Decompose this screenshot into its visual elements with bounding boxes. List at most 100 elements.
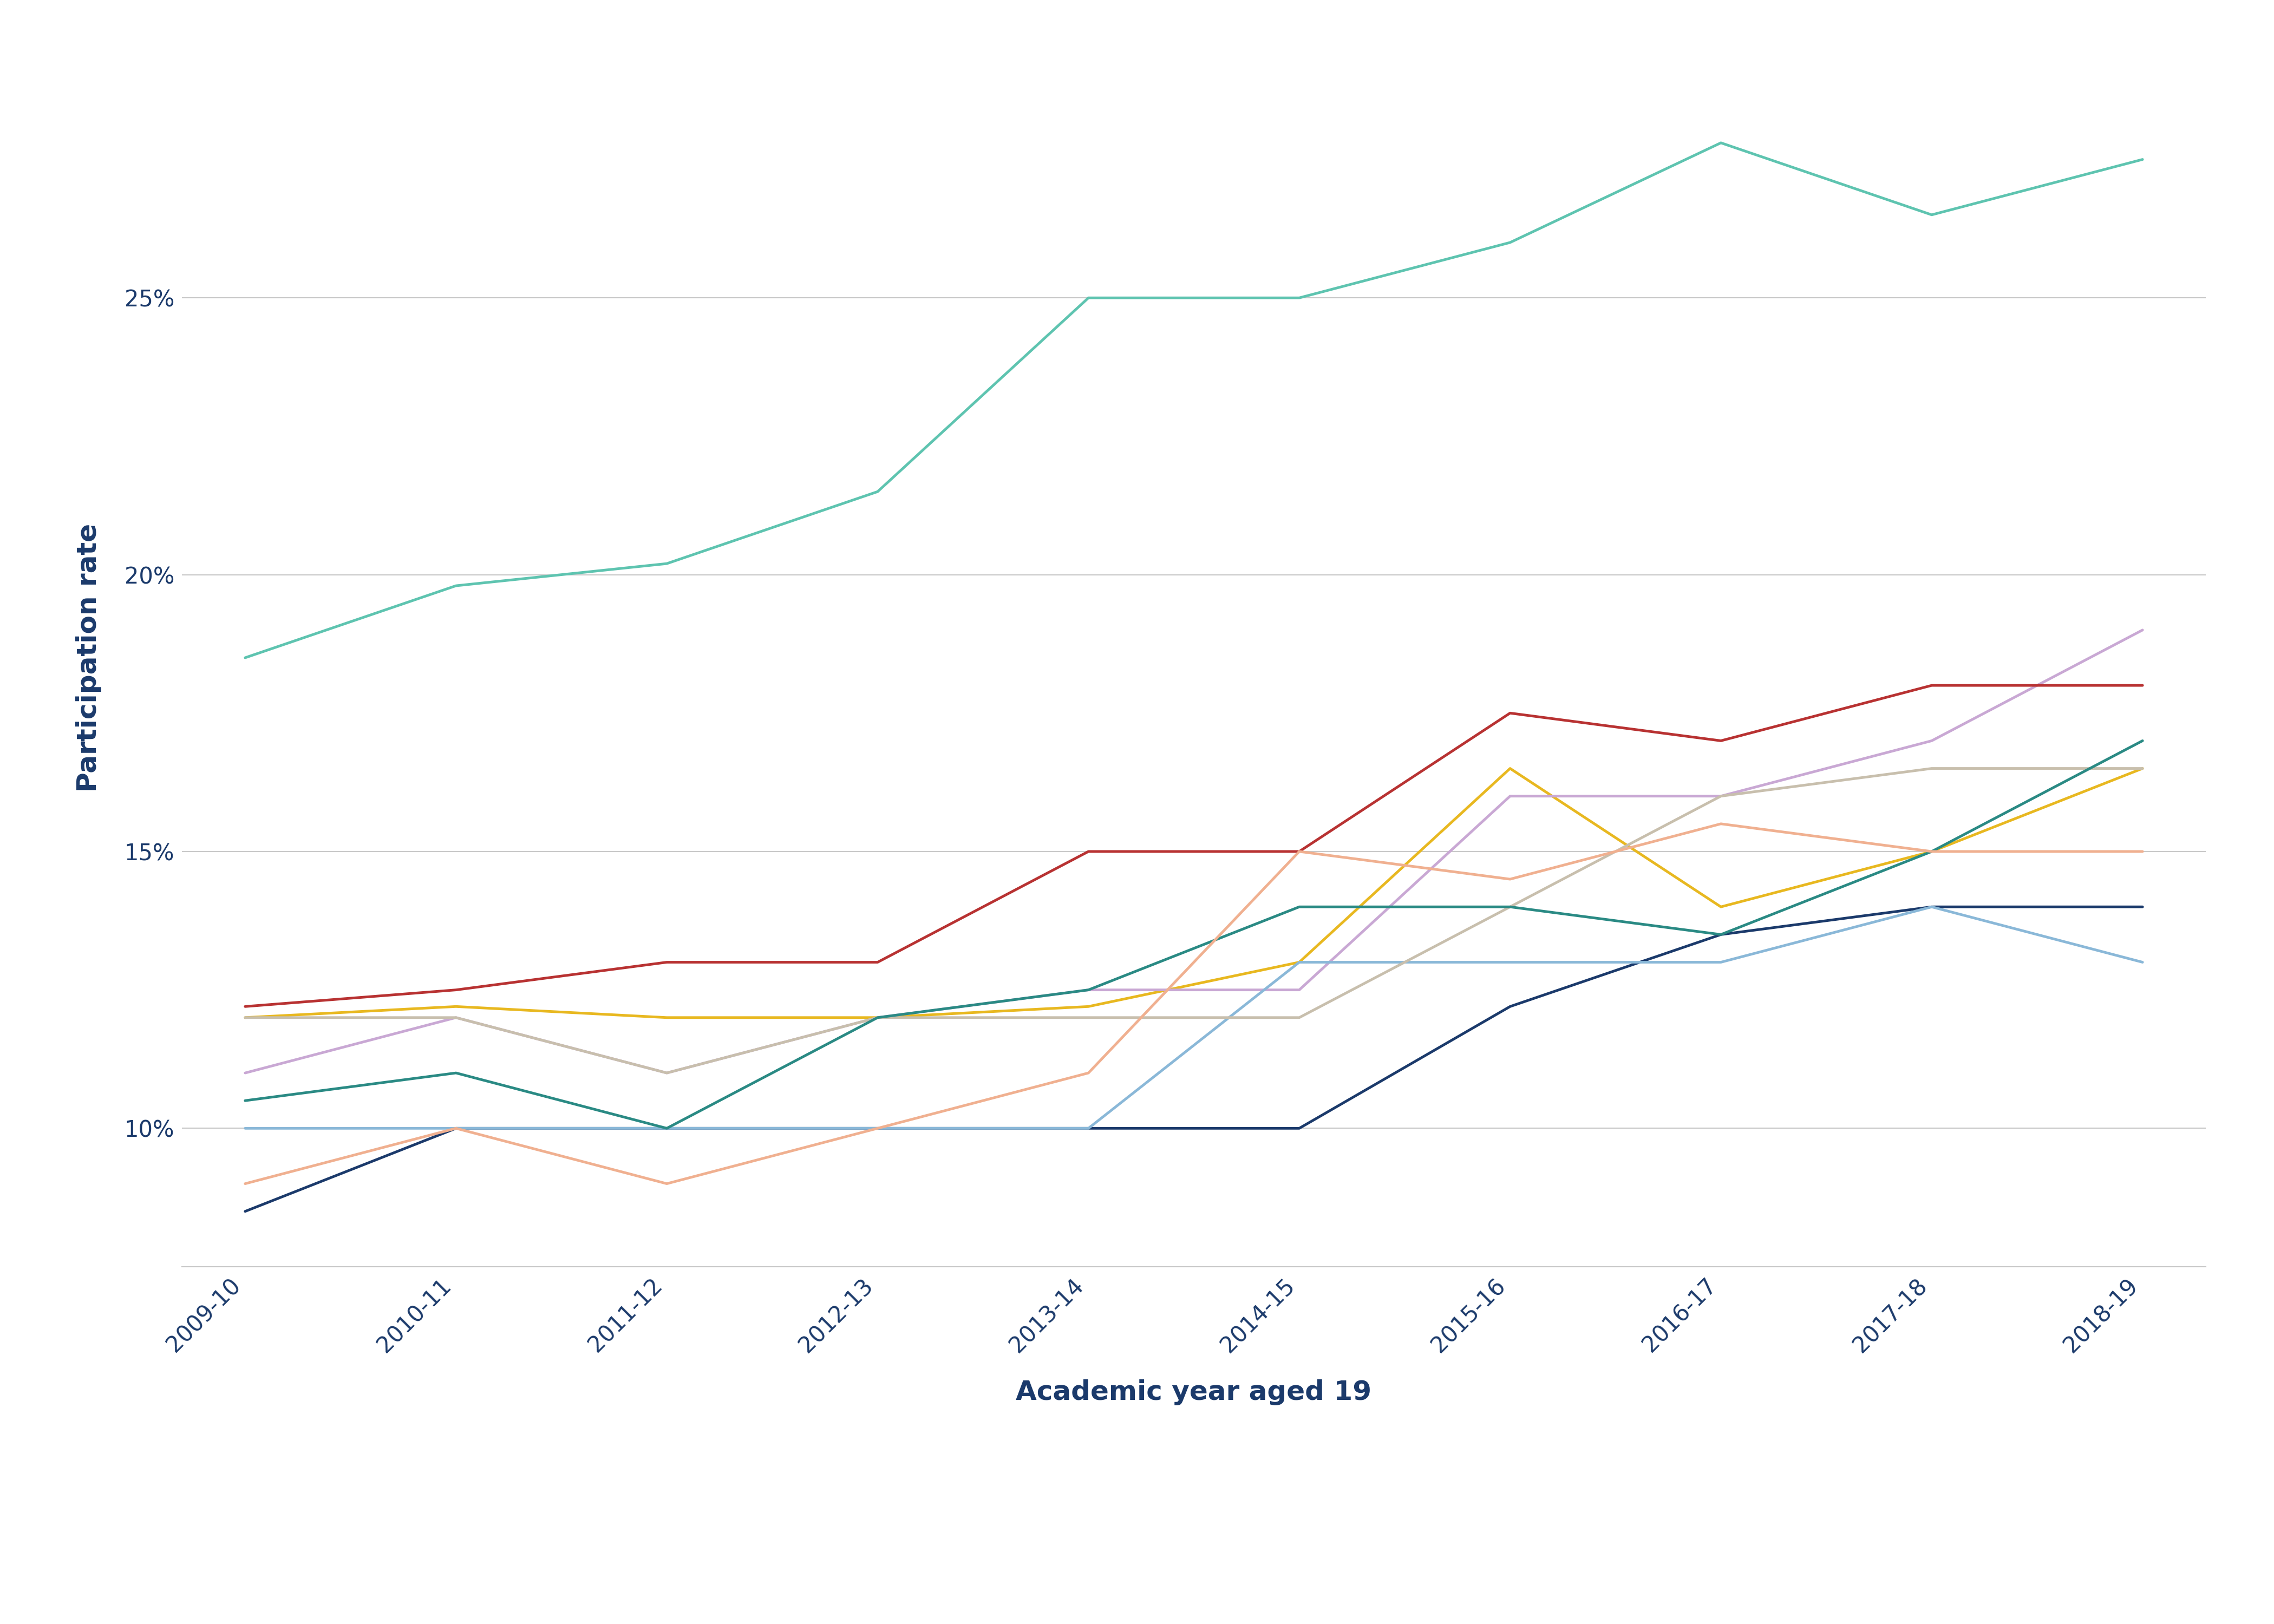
West Midlands — [232, 1091, 259, 1111]
East Midlands — [2128, 896, 2156, 916]
North East — [653, 1064, 680, 1083]
East Midlands — [1496, 997, 1524, 1017]
South East — [1285, 952, 1312, 971]
X-axis label: Academic year aged 19: Academic year aged 19 — [1016, 1379, 1371, 1405]
East of England — [1076, 997, 1103, 1017]
West Midlands — [1496, 896, 1524, 916]
London — [2128, 149, 2156, 169]
North East — [443, 1009, 471, 1028]
North West — [1496, 703, 1524, 723]
West Midlands — [1708, 924, 1735, 944]
South West — [1708, 786, 1735, 806]
Yorkshire and the Humber — [1917, 841, 1944, 861]
Y-axis label: Participation rate: Participation rate — [75, 523, 102, 793]
London — [443, 577, 471, 596]
East of England — [232, 1009, 259, 1028]
West Midlands — [864, 1009, 891, 1028]
Yorkshire and the Humber — [1708, 814, 1735, 833]
London — [864, 482, 891, 502]
London — [1076, 287, 1103, 307]
North West — [1917, 676, 1944, 695]
West Midlands — [653, 1119, 680, 1138]
North East — [232, 1064, 259, 1083]
South East — [443, 1119, 471, 1138]
South East — [1708, 952, 1735, 971]
East of England — [2128, 758, 2156, 778]
East of England — [1496, 758, 1524, 778]
East Midlands — [1285, 1119, 1312, 1138]
North East — [1285, 981, 1312, 1000]
West Midlands — [1285, 896, 1312, 916]
Line: South East: South East — [246, 906, 2142, 1129]
South West — [653, 1064, 680, 1083]
Line: North West: North West — [246, 685, 2142, 1007]
London — [653, 554, 680, 573]
South West — [1285, 1009, 1312, 1028]
South West — [864, 1009, 891, 1028]
London — [1708, 133, 1735, 153]
North West — [864, 952, 891, 971]
Yorkshire and the Humber — [2128, 841, 2156, 861]
Line: East of England: East of England — [246, 768, 2142, 1018]
South East — [1917, 896, 1944, 916]
Line: East Midlands: East Midlands — [246, 906, 2142, 1212]
South East — [1076, 1119, 1103, 1138]
East Midlands — [1708, 924, 1735, 944]
South East — [232, 1119, 259, 1138]
Yorkshire and the Humber — [443, 1119, 471, 1138]
East of England — [1708, 896, 1735, 916]
Line: Yorkshire and the Humber: Yorkshire and the Humber — [246, 823, 2142, 1184]
East Midlands — [443, 1119, 471, 1138]
North West — [232, 997, 259, 1017]
West Midlands — [2128, 731, 2156, 750]
South West — [443, 1009, 471, 1028]
London — [1917, 205, 1944, 224]
South West — [1076, 1009, 1103, 1028]
North East — [864, 1009, 891, 1028]
East of England — [1285, 952, 1312, 971]
Line: North East: North East — [246, 630, 2142, 1073]
East Midlands — [1917, 896, 1944, 916]
North West — [1708, 731, 1735, 750]
North West — [2128, 676, 2156, 695]
Yorkshire and the Humber — [1076, 1064, 1103, 1083]
South West — [1917, 758, 1944, 778]
Yorkshire and the Humber — [653, 1174, 680, 1194]
South East — [864, 1119, 891, 1138]
South West — [232, 1009, 259, 1028]
Line: London: London — [246, 143, 2142, 658]
East of England — [1917, 841, 1944, 861]
North East — [1496, 786, 1524, 806]
East Midlands — [1076, 1119, 1103, 1138]
West Midlands — [443, 1064, 471, 1083]
West Midlands — [1917, 841, 1944, 861]
London — [1496, 232, 1524, 252]
Line: South West: South West — [246, 768, 2142, 1073]
East Midlands — [232, 1202, 259, 1221]
South East — [1496, 952, 1524, 971]
South West — [2128, 758, 2156, 778]
North East — [1917, 731, 1944, 750]
Yorkshire and the Humber — [232, 1174, 259, 1194]
East of England — [443, 997, 471, 1017]
East Midlands — [653, 1119, 680, 1138]
Yorkshire and the Humber — [1496, 869, 1524, 888]
East of England — [864, 1009, 891, 1028]
South West — [1496, 896, 1524, 916]
East Midlands — [864, 1119, 891, 1138]
North East — [2128, 620, 2156, 640]
South East — [2128, 952, 2156, 971]
North East — [1708, 786, 1735, 806]
North West — [1076, 841, 1103, 861]
North East — [1076, 981, 1103, 1000]
North West — [1285, 841, 1312, 861]
East of England — [653, 1009, 680, 1028]
London — [232, 648, 259, 667]
West Midlands — [1076, 981, 1103, 1000]
North West — [443, 981, 471, 1000]
North West — [653, 952, 680, 971]
London — [1285, 287, 1312, 307]
Yorkshire and the Humber — [1285, 841, 1312, 861]
Yorkshire and the Humber — [864, 1119, 891, 1138]
Line: West Midlands: West Midlands — [246, 741, 2142, 1129]
